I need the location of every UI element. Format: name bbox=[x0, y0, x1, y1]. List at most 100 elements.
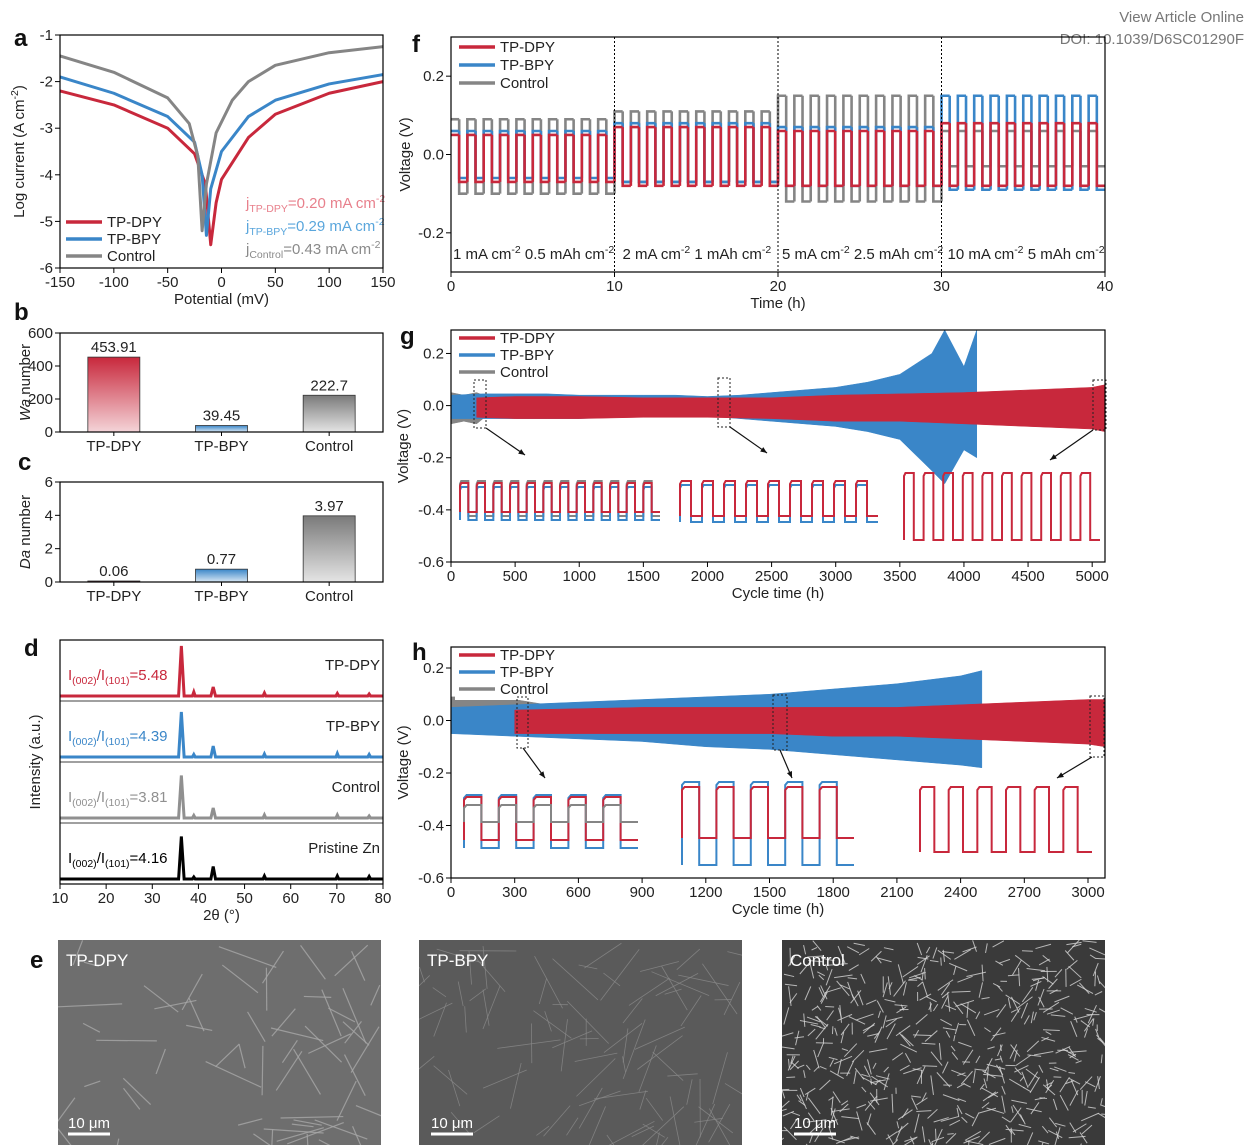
inset-wave bbox=[904, 473, 1100, 540]
current-label-part: -2 bbox=[681, 244, 690, 256]
bar bbox=[88, 357, 140, 432]
scale-label: 10 μm bbox=[68, 1115, 110, 1132]
intensity-ratio-part: =4.39 bbox=[130, 728, 168, 745]
x-tick-label: 1500 bbox=[627, 568, 660, 585]
y-tick-label: 0 bbox=[45, 574, 53, 591]
x-tick-label: Control bbox=[305, 588, 353, 605]
y-axis-label: Intensity (a.u.) bbox=[27, 714, 44, 809]
x-tick-label: 1500 bbox=[753, 884, 786, 901]
y-tick-label: -0.4 bbox=[418, 502, 444, 519]
arrow-head bbox=[760, 447, 767, 453]
legend-label: TP-BPY bbox=[500, 347, 554, 364]
y-tick-label: -2 bbox=[40, 74, 53, 91]
panel-letter: g bbox=[400, 323, 415, 350]
inset-wave bbox=[682, 787, 854, 838]
arrow-head bbox=[1057, 772, 1064, 778]
x-tick-label: 70 bbox=[329, 890, 346, 907]
intensity-ratio-part: (002) bbox=[72, 858, 97, 870]
current-label: 10 mA cm-2 5 mAh cm-2 bbox=[948, 244, 1105, 263]
panel-letter: c bbox=[18, 449, 31, 476]
view-online-link[interactable]: View Article Online bbox=[1119, 9, 1244, 26]
y-tick-label: -0.2 bbox=[418, 225, 444, 242]
x-tick-label: 10 bbox=[606, 278, 623, 295]
intensity-ratio-part: =3.81 bbox=[130, 789, 168, 806]
x-axis-label: Cycle time (h) bbox=[732, 585, 825, 602]
y-tick-label: 4 bbox=[45, 507, 53, 524]
legend-label: TP-DPY bbox=[107, 214, 162, 231]
micrograph-label: Control bbox=[790, 951, 845, 970]
current-label-part: 2 mA cm bbox=[623, 246, 681, 263]
current-label-part: 10 mA cm bbox=[948, 246, 1015, 263]
annotation-part: TP-DPY bbox=[249, 203, 288, 215]
y-axis-label-part: Da bbox=[17, 550, 34, 569]
current-label-part: -2 bbox=[1014, 244, 1023, 256]
x-tick-label: TP-BPY bbox=[194, 588, 248, 605]
x-tick-label: 3000 bbox=[819, 568, 852, 585]
current-label-part: -2 bbox=[840, 244, 849, 256]
legend-label: Control bbox=[107, 248, 155, 265]
y-axis-label-part: ) bbox=[11, 85, 28, 90]
y-tick-label: 2 bbox=[45, 541, 53, 558]
pattern-label: Pristine Zn bbox=[308, 840, 380, 857]
legend-label: TP-DPY bbox=[500, 39, 555, 56]
zoom-arrow bbox=[1050, 430, 1093, 460]
x-tick-label: 4000 bbox=[947, 568, 980, 585]
y-tick-label: 0.0 bbox=[423, 147, 444, 164]
y-axis-label: Log current (A cm-2) bbox=[9, 85, 28, 218]
y-axis-label: Wa number bbox=[17, 344, 34, 421]
x-tick-label: 30 bbox=[933, 278, 950, 295]
x-tick-label: 60 bbox=[282, 890, 299, 907]
texture-stroke bbox=[786, 1077, 795, 1078]
y-tick-label: 0.0 bbox=[423, 398, 444, 415]
y-axis-label-part: number bbox=[17, 495, 34, 550]
texture-stroke bbox=[947, 1134, 953, 1135]
x-tick-label: 3500 bbox=[883, 568, 916, 585]
texture-stroke bbox=[262, 1046, 263, 1095]
x-axis-label: 2θ (°) bbox=[203, 907, 240, 924]
x-tick-label: 10 bbox=[52, 890, 69, 907]
doi: DOI: 10.1039/D6SC01290F bbox=[1060, 31, 1244, 48]
texture-stroke bbox=[941, 958, 942, 966]
intensity-ratio-part: /I bbox=[97, 667, 105, 684]
y-tick-label: 0.2 bbox=[423, 68, 444, 85]
x-tick-label: 50 bbox=[267, 274, 284, 291]
current-label-part: 5 mAh cm bbox=[1024, 246, 1096, 263]
inset-wave bbox=[464, 805, 638, 822]
panel-letter: a bbox=[14, 25, 28, 52]
y-tick-label: -0.2 bbox=[418, 450, 444, 467]
scale-label: 10 μm bbox=[794, 1115, 836, 1132]
micrograph-label: TP-BPY bbox=[427, 951, 488, 970]
current-label-part: -2 bbox=[1095, 244, 1104, 256]
arrow-head bbox=[539, 771, 545, 778]
y-tick-label: 0.2 bbox=[423, 345, 444, 362]
texture-stroke bbox=[925, 968, 926, 979]
current-label-part: -2 bbox=[934, 244, 943, 256]
intensity-ratio-part: =5.48 bbox=[130, 667, 168, 684]
x-tick-label: Control bbox=[305, 438, 353, 455]
intensity-ratio: I(002)/I(101)=3.81 bbox=[68, 789, 168, 809]
x-tick-label: 40 bbox=[1097, 278, 1114, 295]
intensity-ratio-part: (002) bbox=[72, 797, 97, 809]
annotation: jTP-DPY=0.20 mA cm-2 bbox=[245, 193, 385, 215]
x-tick-label: 1800 bbox=[817, 884, 850, 901]
y-tick-label: 600 bbox=[28, 325, 53, 342]
voltage-step bbox=[1097, 123, 1105, 186]
intensity-ratio-part: =4.16 bbox=[130, 850, 168, 867]
x-tick-label: TP-BPY bbox=[194, 438, 248, 455]
y-tick-label: 6 bbox=[45, 474, 53, 491]
y-axis-label-part: -2 bbox=[9, 90, 21, 99]
x-tick-label: 20 bbox=[98, 890, 115, 907]
annotation-part: =0.29 mA cm bbox=[287, 218, 375, 235]
x-tick-label: 20 bbox=[770, 278, 787, 295]
legend-label: TP-DPY bbox=[500, 647, 555, 664]
annotation: jControl=0.43 mA cm-2 bbox=[245, 239, 381, 261]
current-label: 5 mA cm-2 2.5 mAh cm-2 bbox=[782, 244, 943, 263]
x-tick-label: 0 bbox=[447, 884, 455, 901]
y-axis-label: Voltage (V) bbox=[395, 725, 412, 799]
x-tick-label: 300 bbox=[502, 884, 527, 901]
arrow-head bbox=[1050, 454, 1057, 460]
x-tick-label: 50 bbox=[236, 890, 253, 907]
x-tick-label: 5000 bbox=[1075, 568, 1108, 585]
current-label: 2 mA cm-2 1 mAh cm-2 bbox=[623, 244, 772, 263]
x-axis-label: Time (h) bbox=[750, 295, 805, 312]
